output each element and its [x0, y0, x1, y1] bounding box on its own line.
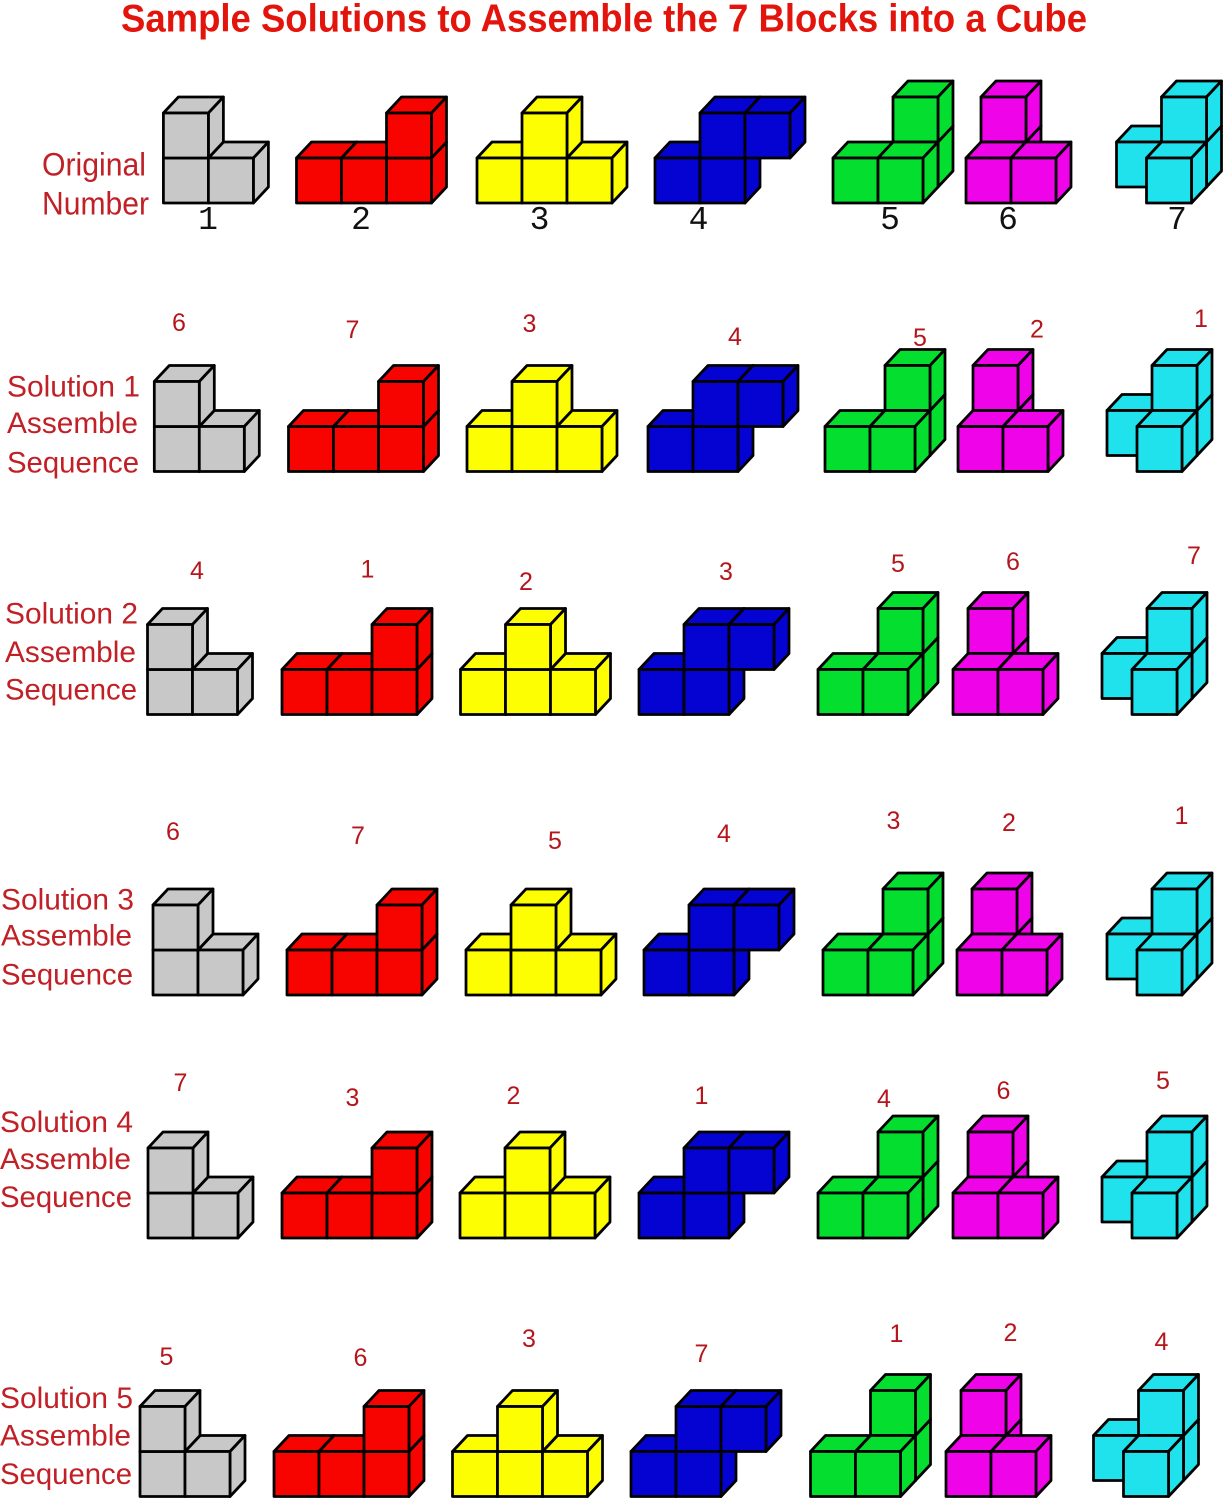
svg-text:2: 2	[1004, 1319, 1018, 1347]
svg-text:2: 2	[351, 202, 371, 239]
svg-text:Sequence: Sequence	[5, 674, 137, 707]
svg-text:Sequence: Sequence	[0, 1458, 132, 1491]
svg-text:5: 5	[548, 827, 562, 855]
svg-text:3: 3	[523, 310, 537, 338]
svg-text:6: 6	[997, 1077, 1011, 1105]
svg-text:Solution 3: Solution 3	[1, 883, 134, 916]
svg-text:6: 6	[166, 818, 180, 846]
svg-text:7: 7	[1167, 202, 1187, 239]
svg-text:4: 4	[877, 1085, 891, 1113]
svg-text:3: 3	[719, 558, 733, 586]
svg-text:6: 6	[1006, 548, 1020, 576]
svg-text:Sequence: Sequence	[7, 447, 139, 480]
svg-text:1: 1	[1175, 802, 1189, 830]
svg-text:Solution 1: Solution 1	[7, 371, 140, 404]
svg-text:Solution 5: Solution 5	[0, 1382, 133, 1415]
svg-text:6: 6	[354, 1344, 368, 1372]
svg-text:7: 7	[351, 822, 365, 850]
svg-text:Sequence: Sequence	[1, 959, 133, 992]
svg-text:Solution 2: Solution 2	[5, 597, 138, 630]
svg-text:Sequence: Sequence	[0, 1181, 132, 1214]
svg-text:Assemble: Assemble	[0, 1420, 131, 1453]
svg-text:6: 6	[998, 202, 1018, 239]
svg-text:3: 3	[887, 807, 901, 835]
svg-text:Assemble: Assemble	[1, 919, 132, 952]
svg-text:1: 1	[1194, 305, 1208, 333]
svg-text:7: 7	[346, 316, 360, 344]
svg-text:4: 4	[689, 202, 709, 239]
svg-text:2: 2	[507, 1082, 521, 1110]
svg-text:2: 2	[1030, 316, 1044, 344]
svg-text:6: 6	[172, 309, 186, 337]
svg-text:7: 7	[1187, 542, 1201, 570]
svg-text:5: 5	[1156, 1067, 1170, 1095]
svg-text:3: 3	[530, 202, 550, 239]
svg-text:Number: Number	[42, 186, 149, 222]
svg-text:2: 2	[519, 568, 533, 596]
svg-text:Sample Solutions to Assemble t: Sample Solutions to Assemble the 7 Block…	[121, 0, 1087, 41]
svg-text:5: 5	[880, 202, 900, 239]
svg-text:Assemble: Assemble	[0, 1143, 131, 1176]
svg-text:Assemble: Assemble	[5, 636, 136, 669]
svg-text:4: 4	[1155, 1328, 1169, 1356]
svg-text:1: 1	[890, 1320, 904, 1348]
svg-text:1: 1	[361, 556, 375, 584]
svg-text:1: 1	[695, 1082, 709, 1110]
svg-text:Solution 4: Solution 4	[0, 1106, 133, 1139]
svg-text:4: 4	[728, 323, 742, 351]
svg-text:4: 4	[190, 557, 204, 585]
svg-text:4: 4	[717, 820, 731, 848]
svg-text:Original: Original	[42, 147, 146, 183]
svg-text:5: 5	[160, 1343, 174, 1371]
svg-text:3: 3	[346, 1084, 360, 1112]
svg-text:5: 5	[891, 550, 905, 578]
svg-text:7: 7	[174, 1069, 188, 1097]
svg-text:7: 7	[695, 1340, 709, 1368]
svg-text:5: 5	[913, 324, 927, 352]
svg-text:1: 1	[198, 202, 218, 239]
svg-text:Assemble: Assemble	[7, 407, 138, 440]
svg-text:2: 2	[1002, 809, 1016, 837]
svg-text:3: 3	[522, 1325, 536, 1353]
